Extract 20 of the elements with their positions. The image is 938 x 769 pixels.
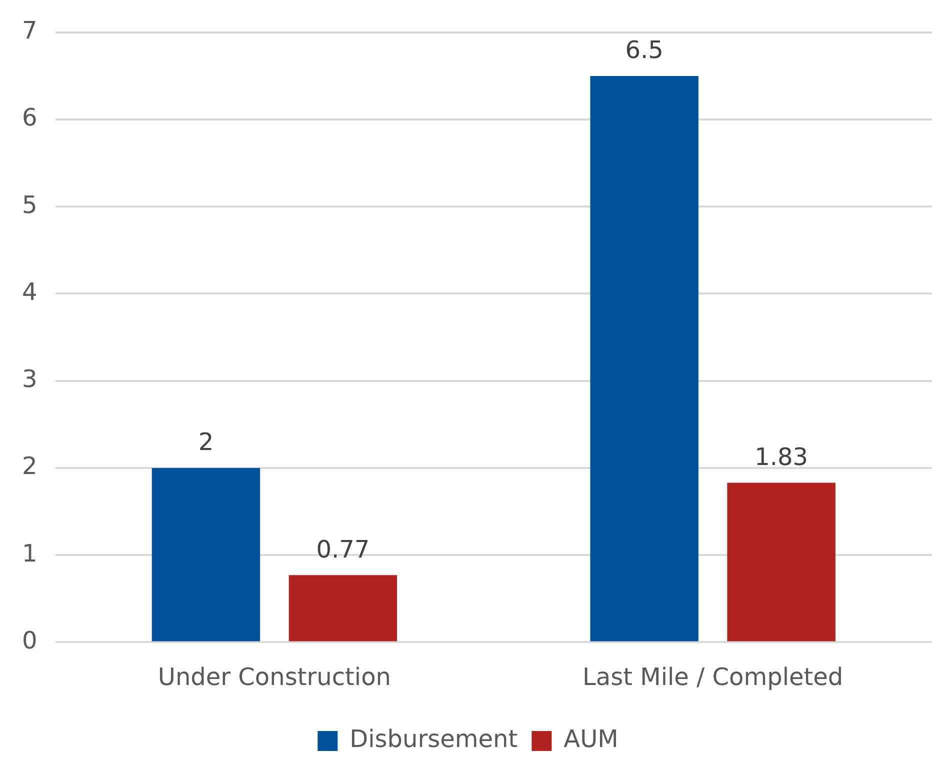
y-tick-label: 4 (22, 278, 38, 306)
legend-label: AUM (564, 725, 618, 754)
y-tick-label: 6 (22, 104, 38, 132)
bar (727, 482, 836, 642)
data-label: 2 (198, 428, 214, 456)
x-tick-label: Under Construction (158, 662, 391, 691)
y-tick-label: 3 (22, 365, 38, 394)
bar (288, 575, 398, 642)
y-tick-label: 0 (22, 626, 38, 654)
y-tick-label: 1 (22, 539, 38, 568)
y-tick-label: 5 (22, 190, 38, 219)
bar (152, 468, 260, 642)
data-label: 6.5 (625, 36, 664, 64)
y-tick-label: 7 (22, 16, 38, 45)
data-label: 1.83 (754, 443, 808, 472)
data-label: 0.77 (316, 535, 370, 564)
legend-label: Disbursement (350, 725, 518, 754)
x-tick-label: Last Mile / Completed (582, 662, 844, 691)
bar (590, 76, 698, 642)
y-tick-label: 2 (22, 452, 38, 480)
